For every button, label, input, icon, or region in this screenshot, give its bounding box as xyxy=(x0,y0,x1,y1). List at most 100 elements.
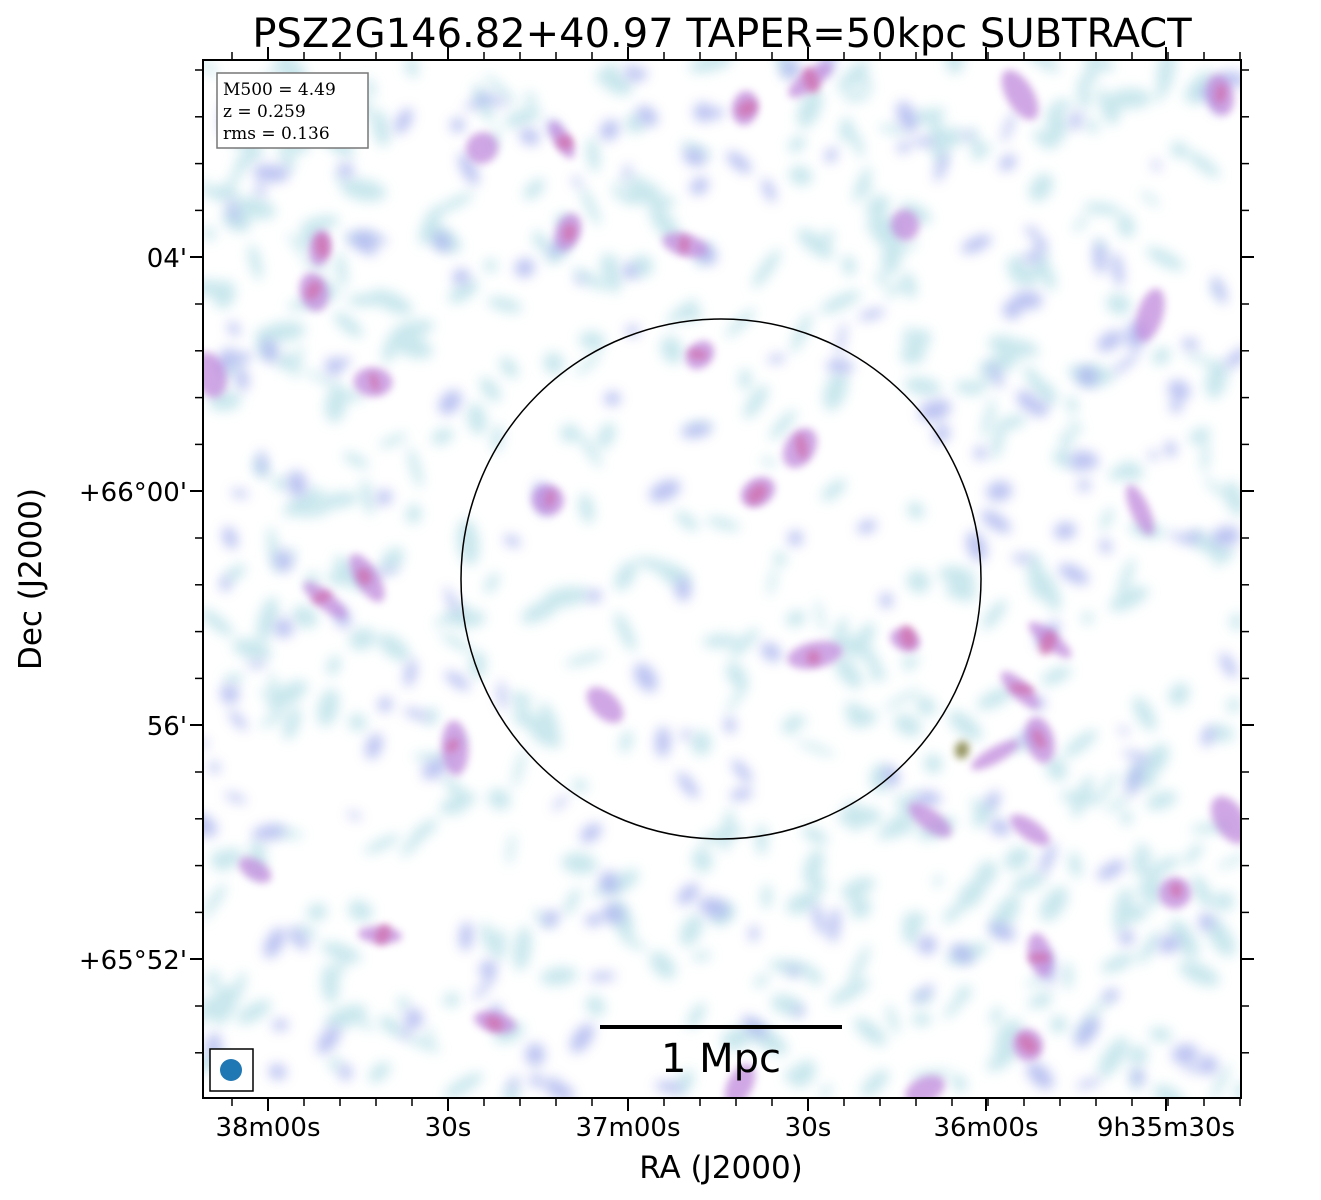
noise-blob xyxy=(829,979,870,1005)
noise-blob xyxy=(1169,532,1195,545)
noise-blob xyxy=(819,290,861,314)
noise-blob xyxy=(1068,851,1082,878)
emission-peak xyxy=(899,625,916,649)
noise-blob xyxy=(649,479,681,502)
noise-blob xyxy=(971,142,991,160)
noise-blob xyxy=(438,390,462,415)
noise-blob xyxy=(272,1019,289,1031)
noise-blob xyxy=(287,232,310,261)
noise-blob xyxy=(271,476,286,492)
noise-blob xyxy=(1062,962,1073,990)
noise-blob xyxy=(989,819,1011,836)
beam-ellipse-icon xyxy=(220,1059,242,1081)
noise-blob xyxy=(336,251,348,288)
noise-blob xyxy=(1183,843,1204,865)
noise-blob xyxy=(542,910,560,927)
noise-blob xyxy=(956,985,971,1001)
noise-blob xyxy=(513,926,532,971)
noise-blob xyxy=(1063,729,1098,758)
noise-blob xyxy=(1068,420,1083,434)
noise-blob xyxy=(599,871,619,895)
noise-blob xyxy=(1077,76,1091,111)
noise-blob xyxy=(477,93,508,106)
noise-blob xyxy=(338,162,354,179)
x-tick-label: 38m00s xyxy=(215,1113,320,1143)
noise-blob xyxy=(512,749,526,788)
emission-peak xyxy=(1018,1034,1038,1054)
noise-blob xyxy=(985,791,1001,811)
noise-blob xyxy=(802,826,828,845)
noise-blob xyxy=(1191,875,1213,908)
emission-peak xyxy=(1215,83,1226,104)
noise-blob xyxy=(252,824,286,841)
noise-blob xyxy=(907,502,925,519)
noise-blob xyxy=(655,1081,684,1093)
noise-blob xyxy=(376,489,393,506)
noise-blob xyxy=(749,925,759,942)
noise-blob xyxy=(208,761,221,773)
noise-blob xyxy=(1146,247,1185,271)
noise-blob xyxy=(989,363,1004,389)
noise-blob xyxy=(900,202,932,224)
noise-blob xyxy=(467,403,487,435)
noise-blob xyxy=(206,185,239,201)
noise-blob xyxy=(619,730,633,753)
noise-blob xyxy=(875,272,888,288)
noise-blob xyxy=(1022,252,1043,263)
noise-blob xyxy=(812,903,826,935)
noise-blob xyxy=(978,377,995,385)
noise-blob xyxy=(519,128,540,146)
noise-blob xyxy=(443,992,460,1008)
emission-peak xyxy=(369,372,380,392)
noise-blob xyxy=(203,996,220,1018)
emission-peak xyxy=(954,741,970,759)
noise-blob xyxy=(886,1004,899,1035)
noise-blob xyxy=(726,661,748,690)
noise-blob xyxy=(1132,846,1149,877)
noise-blob xyxy=(725,308,756,338)
noise-blob xyxy=(424,707,439,725)
x-tick-label: 30s xyxy=(425,1113,472,1143)
noise-blob xyxy=(948,710,982,741)
plot-area: M500 = 4.49 z = 0.259 rms = 0.136 1 Mpc xyxy=(190,47,1254,1111)
noise-blob xyxy=(1137,877,1154,897)
noise-blob xyxy=(1081,612,1094,624)
noise-blob xyxy=(999,154,1017,171)
x-tick-label: 36m00s xyxy=(933,1113,1038,1143)
emission-peak xyxy=(806,650,821,665)
noise-blob xyxy=(688,60,733,73)
noise-blob xyxy=(1118,461,1144,481)
noise-blob xyxy=(1106,102,1121,125)
noise-blob xyxy=(1224,347,1241,369)
emission-blob xyxy=(586,686,624,724)
noise-blob xyxy=(680,729,692,740)
noise-blob xyxy=(822,229,835,245)
noise-blob xyxy=(529,723,562,748)
noise-blob xyxy=(348,900,373,922)
noise-blob xyxy=(203,60,218,76)
noise-blob xyxy=(455,793,463,816)
noise-blob xyxy=(371,109,390,147)
noise-blob xyxy=(1169,400,1183,413)
noise-blob xyxy=(1138,930,1162,964)
noise-blob xyxy=(506,832,516,865)
noise-blob xyxy=(450,117,465,133)
emission-blob xyxy=(908,802,952,838)
noise-blob xyxy=(933,874,943,887)
noise-blob xyxy=(901,655,916,667)
emission-peak xyxy=(687,349,708,360)
noise-blob xyxy=(263,927,286,959)
noise-blob xyxy=(820,1084,832,1098)
noise-blob xyxy=(788,135,806,153)
noise-blob xyxy=(1168,682,1190,706)
noise-blob xyxy=(378,1016,404,1037)
noise-blob xyxy=(446,609,486,628)
noise-blob xyxy=(540,966,578,986)
noise-blob xyxy=(1122,750,1152,763)
noise-blob xyxy=(844,702,868,722)
noise-blob xyxy=(977,687,1014,710)
noise-blob xyxy=(1118,727,1129,735)
noise-blob xyxy=(600,253,622,293)
noise-blob xyxy=(945,60,964,74)
